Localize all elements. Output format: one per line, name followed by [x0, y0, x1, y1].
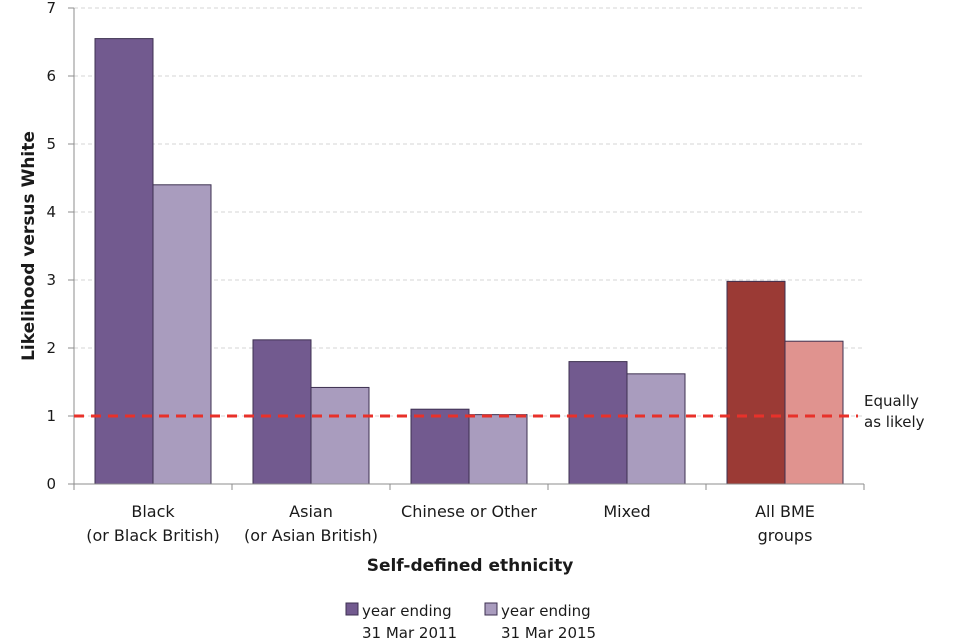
x-category-label: All BME groups	[755, 502, 815, 545]
y-tick-label: 3	[46, 271, 56, 289]
bar-series-1-cat-3	[410, 408, 470, 485]
x-category-label: Mixed	[603, 502, 650, 521]
y-axis-title: Likelihood versus White	[19, 131, 39, 361]
legend: year ending 31 Mar 2011 year ending 31 Mar …	[345, 602, 596, 640]
x-category-labels: Black (or Black British) Asian (or Asian Br…	[86, 502, 815, 545]
x-category-label: Asian (or Asian British)	[244, 502, 378, 545]
bar-series-1-cat-4	[568, 361, 628, 485]
y-tick-label: 4	[46, 203, 56, 221]
legend-label: year ending 31 Mar 2015	[501, 602, 596, 640]
legend-label: year ending 31 Mar 2011	[362, 602, 457, 640]
reference-line-label: Equally as likely	[864, 392, 925, 431]
y-tick-labels: 0 1 2 3 4 5 6 7	[46, 0, 56, 493]
bar-series-2-cat-2	[310, 386, 370, 485]
bar-series-2-cat-4	[626, 373, 686, 485]
bar-series-1-cat-2	[252, 339, 312, 485]
bars	[94, 38, 844, 485]
reference-line-group: Equally as likely	[74, 392, 925, 431]
x-category-label: Chinese or Other	[401, 502, 537, 521]
y-tick-label: 2	[46, 339, 56, 357]
y-tick-label: 1	[46, 407, 56, 425]
bar-series-2-cat-3	[468, 414, 528, 485]
legend-swatch	[345, 602, 359, 616]
axes	[68, 7, 865, 490]
bar-series-1-cat-1	[94, 38, 154, 485]
x-axis-title: Self-defined ethnicity	[367, 556, 574, 576]
x-category-label: Black (or Black British)	[86, 502, 220, 545]
bar-series-1-cat-5	[726, 280, 786, 485]
y-tick-label: 0	[46, 475, 56, 493]
bar-series-2-cat-1	[152, 184, 212, 485]
bar-series-2-cat-5	[784, 340, 844, 485]
y-tick-label: 5	[46, 135, 56, 153]
legend-swatch	[484, 602, 498, 616]
y-tick-label: 6	[46, 67, 56, 85]
y-tick-label: 7	[46, 0, 56, 17]
